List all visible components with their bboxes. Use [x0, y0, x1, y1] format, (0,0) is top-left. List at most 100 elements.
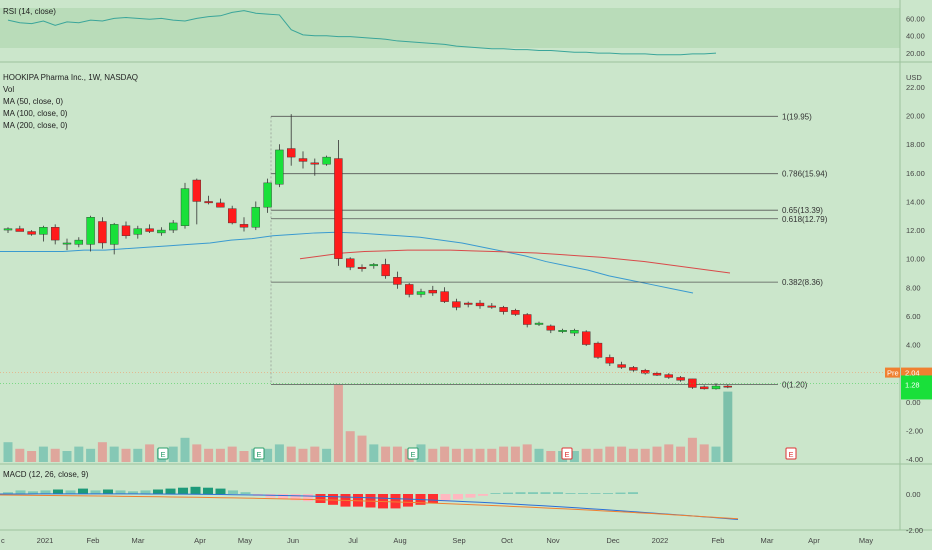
volume-bar: [310, 446, 320, 462]
candle-body: [180, 188, 190, 226]
earnings-marker-label: E: [161, 450, 166, 459]
time-tick: Apr: [808, 536, 820, 545]
price-tick: -2.00: [906, 426, 923, 435]
candle-body: [464, 302, 473, 305]
earnings-marker-label: E: [565, 450, 570, 459]
currency-label: USD: [906, 73, 922, 82]
volume-bar: [74, 446, 84, 462]
candle-body: [664, 374, 673, 378]
macd-hist-bar: [328, 494, 338, 505]
price-tick: 14.00: [906, 197, 925, 206]
earnings-marker: [407, 447, 419, 460]
volume-bar: [215, 448, 225, 462]
volume-bar: [286, 446, 296, 462]
macd-hist-bar: [78, 488, 88, 494]
candle-body: [98, 221, 107, 244]
candle-body: [109, 224, 119, 245]
candle-body: [263, 182, 272, 208]
time-tick: Sep: [452, 536, 465, 545]
candle-body: [216, 202, 225, 208]
volume-bar: [581, 448, 591, 462]
candle-body: [440, 291, 449, 302]
macd-hist-bar: [603, 493, 613, 494]
rsi-label: RSI (14, close): [3, 7, 56, 16]
macd-hist-bar: [15, 490, 26, 494]
candle-body: [499, 307, 508, 312]
volume-bar: [652, 446, 662, 462]
candle-body: [582, 331, 591, 345]
price-tick: 0.00: [906, 398, 921, 407]
candle-body: [15, 228, 25, 232]
macd-hist-bar: [565, 493, 576, 494]
volume-bar: [15, 448, 25, 462]
time-tick: Nov: [546, 536, 560, 545]
volume-bar: [640, 448, 650, 462]
candle-body: [133, 228, 143, 235]
macd-hist-bar: [153, 489, 163, 494]
earnings-marker: [157, 447, 169, 460]
pre-badge: [885, 367, 900, 378]
candle-body: [416, 291, 426, 295]
candle-body: [688, 378, 697, 388]
volume-bar: [687, 437, 697, 462]
volume-bar: [62, 451, 72, 462]
volume-bar: [487, 448, 497, 462]
candle-body: [287, 148, 296, 158]
candle-body: [86, 216, 95, 245]
time-tick: May: [859, 536, 873, 545]
candle-body: [357, 267, 367, 269]
fib-label: 0.618(12.79): [782, 215, 828, 224]
time-tick: Mar: [132, 536, 145, 545]
macd-hist-bar: [540, 492, 551, 494]
candle-body: [676, 377, 685, 381]
macd-hist-bar: [90, 490, 101, 494]
macd-hist-bar: [578, 493, 588, 494]
volume-bar: [664, 444, 674, 462]
candle-body: [145, 228, 154, 232]
macd-hist-bar: [590, 493, 601, 494]
macd-hist-bar: [240, 492, 251, 494]
macd-hist-bar: [303, 494, 313, 502]
volume-bar: [239, 451, 249, 462]
volume-bar: [298, 448, 308, 462]
volume-bar: [723, 391, 733, 462]
price-tick: 22.00: [906, 83, 925, 92]
macd-hist-bar: [190, 486, 201, 494]
price-tick: -4.00: [906, 455, 923, 464]
macd-hist-bar: [615, 492, 626, 494]
time-tick: Apr: [194, 536, 206, 545]
candle-body: [334, 158, 343, 259]
candle-body: [39, 227, 48, 235]
volume-bar: [38, 446, 48, 462]
ma100-line: [0, 231, 694, 294]
ma-label: MA (200, close, 0): [3, 121, 68, 130]
volume-bar: [617, 446, 627, 462]
pre-value: 2.04: [905, 369, 920, 378]
price-tick: 16.00: [906, 169, 925, 178]
candle-body: [62, 242, 72, 245]
macd-hist-bar: [515, 492, 526, 494]
macd-hist-bar: [453, 494, 463, 500]
candle-body: [629, 367, 638, 371]
macd-hist-bar: [215, 488, 226, 494]
volume-bar: [699, 444, 709, 462]
macd-hist-bar: [390, 494, 401, 509]
candle-body: [558, 330, 567, 332]
fib-label: 0.786(15.94): [782, 170, 828, 179]
time-tick: Feb: [87, 536, 100, 545]
volume-bar: [322, 448, 332, 462]
time-tick: Feb: [712, 536, 725, 545]
volume-bar: [121, 448, 131, 462]
volume-bar: [711, 446, 721, 462]
price-tick: 18.00: [906, 140, 925, 149]
macd-hist-bar: [203, 487, 213, 494]
macd-hist-bar: [428, 494, 438, 503]
rsi-band: [0, 8, 900, 48]
fib-label: 0.382(8.36): [782, 278, 823, 287]
rsi-tick: 60.00: [906, 14, 925, 23]
candle-body: [251, 206, 261, 228]
candle-body: [487, 305, 496, 308]
candle-body: [475, 302, 485, 307]
candle-body: [523, 314, 532, 325]
